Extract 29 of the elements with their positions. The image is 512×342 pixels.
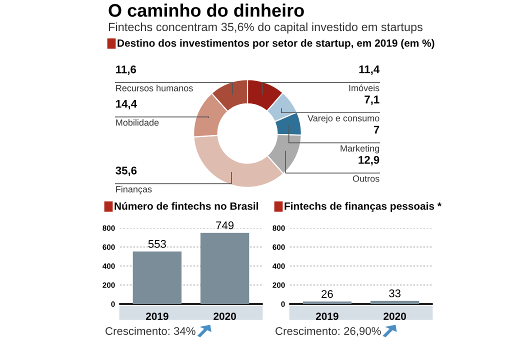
data-label: 11,6 — [116, 66, 136, 75]
data-label: 33 — [389, 289, 400, 298]
slice-label: Recursos humanos — [116, 84, 193, 92]
data-label: 14,4 — [116, 100, 137, 110]
slice-label: Imóveis — [349, 84, 380, 92]
slice-label: Outros — [352, 175, 380, 182]
slice-label: Mobilidade — [116, 119, 159, 126]
data-label: 7 — [374, 126, 380, 134]
data-label: 7,1 — [364, 96, 380, 106]
text: Destino dos investimentos por setor de startup, em 2019 (em %) — [118, 39, 434, 49]
chart-title: Número de fintechs no Brasil — [114, 202, 258, 210]
x-tick-label: 2019 — [316, 312, 338, 320]
slice-label: Marketing — [340, 144, 380, 154]
data-label: 553 — [148, 240, 166, 248]
data-label: 35,6 — [116, 166, 137, 176]
slice-label: Varejo e consumo — [308, 114, 380, 124]
x-tick-label: 2019 — [146, 312, 168, 320]
chart-title: O caminho do dinheiro — [108, 4, 304, 17]
chart-title: Fintechs de finanças pessoais * — [284, 202, 442, 212]
x-tick-label: 2020 — [214, 312, 236, 320]
text: Crescimento: 34% — [106, 326, 196, 335]
data-label: 26 — [322, 290, 333, 298]
x-tick-label: 2020 — [384, 312, 406, 320]
chart-subtitle: Fintechs concentram 35,6% do capital investido em startups — [108, 22, 423, 34]
data-label: 11,4 — [359, 65, 380, 75]
data-label: 12,9 — [358, 156, 380, 166]
data-label: 749 — [216, 221, 234, 230]
text: Crescimento: 26,90% — [276, 326, 381, 336]
slice-label: Finanças — [116, 186, 152, 194]
